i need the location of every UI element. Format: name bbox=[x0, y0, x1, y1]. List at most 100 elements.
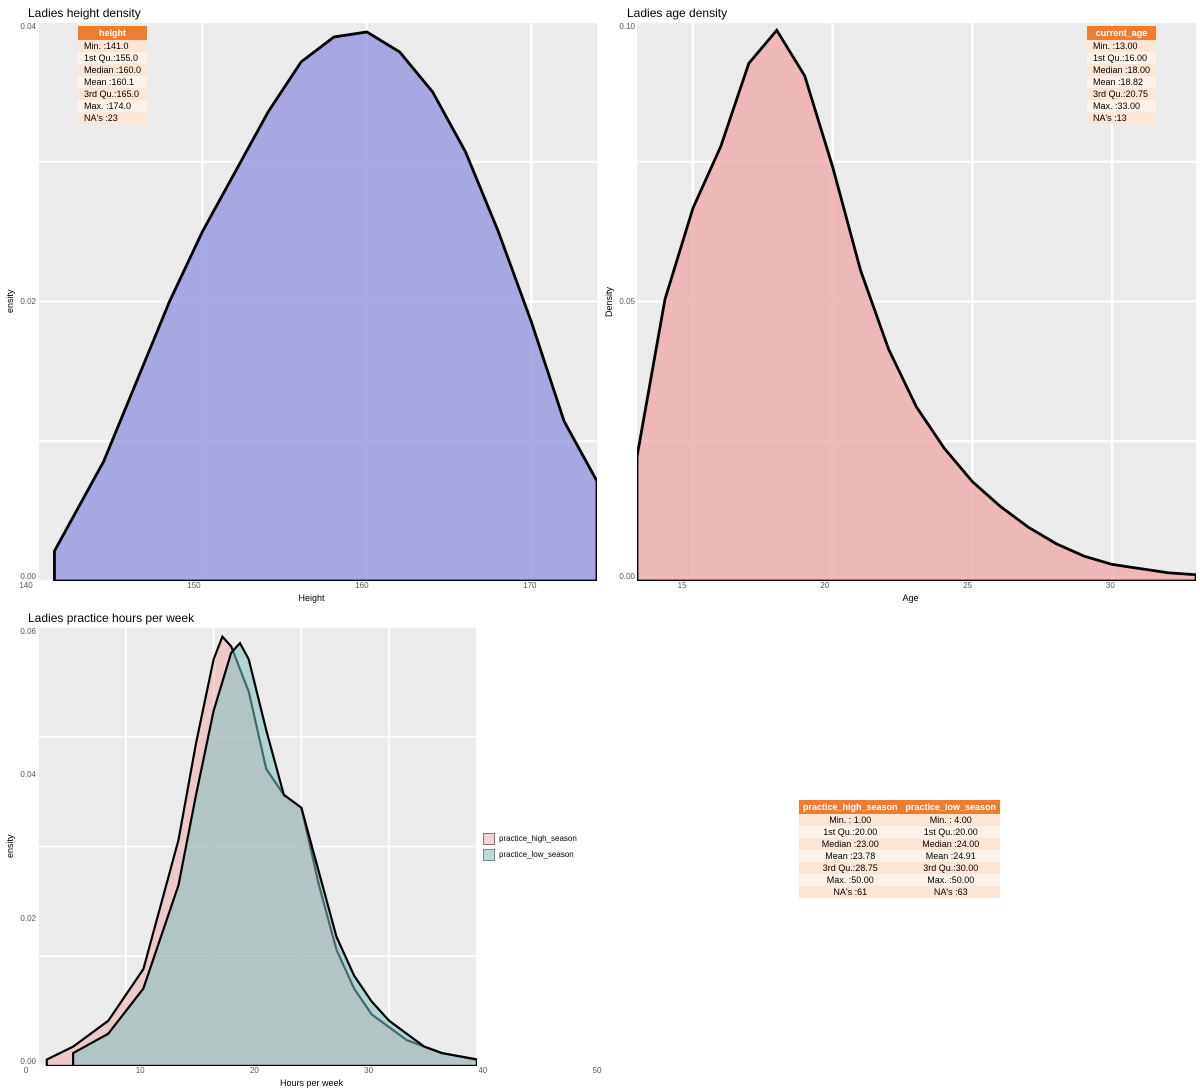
panel-age-yticks: 0.10 0.05 0.00 bbox=[615, 22, 637, 581]
stat-cell: Max. :174.0 bbox=[78, 100, 147, 112]
stat-cell: Median :160.0 bbox=[78, 64, 147, 76]
legend-label: practice_low_season bbox=[499, 850, 574, 859]
stat-row: Min. : 1.00Min. : 4.00 bbox=[799, 814, 1000, 826]
stat-cell: Median :24.00 bbox=[902, 838, 1001, 850]
panel-age-ylabel: Density bbox=[603, 22, 615, 581]
legend-swatch bbox=[483, 833, 495, 845]
stat-cell: Median :23.00 bbox=[799, 838, 902, 850]
xtick-label: 30 bbox=[1106, 581, 1115, 590]
stat-body-age: Min. :13.001st Qu.:16.00Median :18.00Mea… bbox=[1087, 40, 1156, 124]
stat-body-practice: Min. : 1.00Min. : 4.001st Qu.:20.001st Q… bbox=[799, 814, 1000, 898]
panel-practice-xlabel: Hours per week bbox=[26, 1076, 597, 1088]
stat-row: Max. :33.00 bbox=[1087, 100, 1156, 112]
panel-age: Ladies age density Density 0.100.050.00 … bbox=[603, 4, 1196, 603]
stat-row: 3rd Qu.:28.753rd Qu.:30.00 bbox=[799, 862, 1000, 874]
stat-cell: 3rd Qu.:28.75 bbox=[799, 862, 902, 874]
stat-row: Max. :174.0 bbox=[78, 100, 147, 112]
stat-row: NA's :61NA's :63 bbox=[799, 886, 1000, 898]
stat-row: Median :18.00 bbox=[1087, 64, 1156, 76]
stat-row: Max. :50.00Max. :50.00 bbox=[799, 874, 1000, 886]
panel-practice-stats: practice_high_seasonpractice_low_season … bbox=[603, 609, 1196, 1088]
xtick-label: 10 bbox=[136, 1066, 145, 1075]
xtick-label: 160 bbox=[355, 581, 368, 590]
stat-cell: 1st Qu.:155.0 bbox=[78, 52, 147, 64]
xtick-label: 170 bbox=[523, 581, 536, 590]
stat-cell: 1st Qu.:16.00 bbox=[1087, 52, 1156, 64]
panel-age-plot: current_age Min. :13.001st Qu.:16.00Medi… bbox=[637, 22, 1196, 581]
panel-age-title: Ladies age density bbox=[603, 4, 1196, 22]
stat-cell: Min. : 1.00 bbox=[799, 814, 902, 826]
xtick-label: 50 bbox=[593, 1066, 602, 1075]
ytick-label: 0.04 bbox=[20, 22, 36, 31]
stat-cell: Min. : 4.00 bbox=[902, 814, 1001, 826]
panel-height-ylabel: ensity bbox=[4, 22, 16, 581]
stat-row: 3rd Qu.:165.0 bbox=[78, 88, 147, 100]
stat-cell: Max. :50.00 bbox=[902, 874, 1001, 886]
stat-cell: NA's :61 bbox=[799, 886, 902, 898]
stat-cell: Median :18.00 bbox=[1087, 64, 1156, 76]
stat-cell: Mean :24.91 bbox=[902, 850, 1001, 862]
xtick-label: 15 bbox=[678, 581, 687, 590]
panel-age-xlabel: Age bbox=[625, 591, 1196, 603]
ytick-label: 0.00 bbox=[20, 1057, 36, 1066]
xtick-label: 40 bbox=[478, 1066, 487, 1075]
stat-cell: Min. :141.0 bbox=[78, 40, 147, 52]
stat-table-height: height Min. :141.01st Qu.:155.0Median :1… bbox=[78, 26, 147, 124]
ytick-label: 0.02 bbox=[20, 297, 36, 306]
panel-height-yticks: 0.04 0.02 0.00 bbox=[16, 22, 38, 581]
stat-row: Min. :13.00 bbox=[1087, 40, 1156, 52]
xtick-label: 25 bbox=[963, 581, 972, 590]
stat-cell: 1st Qu.:20.00 bbox=[902, 826, 1001, 838]
stat-cell: 3rd Qu.:30.00 bbox=[902, 862, 1001, 874]
stat-header-practice-row: practice_high_seasonpractice_low_season bbox=[799, 800, 1000, 814]
panel-practice-yticks: 0.06 0.04 0.02 0.00 bbox=[16, 627, 38, 1066]
stat-header-cell: practice_low_season bbox=[902, 800, 1001, 814]
stat-row: Mean :23.78Mean :24.91 bbox=[799, 850, 1000, 862]
xtick-label: 150 bbox=[187, 581, 200, 590]
legend-label: practice_high_season bbox=[499, 834, 577, 843]
stat-cell: Mean :160.1 bbox=[78, 76, 147, 88]
panel-practice-plot bbox=[38, 627, 477, 1066]
stat-row: 1st Qu.:20.001st Qu.:20.00 bbox=[799, 826, 1000, 838]
stat-cell: 1st Qu.:20.00 bbox=[799, 826, 902, 838]
stat-row: 1st Qu.:155.0 bbox=[78, 52, 147, 64]
panel-age-xticks: 15202530 bbox=[625, 581, 1196, 591]
stat-cell: 3rd Qu.:20.75 bbox=[1087, 88, 1156, 100]
stat-row: Median :160.0 bbox=[78, 64, 147, 76]
stat-table-practice: practice_high_seasonpractice_low_season … bbox=[799, 800, 1000, 898]
panel-height-xlabel: Height bbox=[26, 591, 597, 603]
panel-practice-svg bbox=[38, 627, 477, 1066]
stat-row: NA's :23 bbox=[78, 112, 147, 124]
stat-table-age: current_age Min. :13.001st Qu.:16.00Medi… bbox=[1087, 26, 1156, 124]
stat-row: 1st Qu.:16.00 bbox=[1087, 52, 1156, 64]
panel-height-plot: height Min. :141.01st Qu.:155.0Median :1… bbox=[38, 22, 597, 581]
ytick-label: 0.00 bbox=[20, 572, 36, 581]
stat-row: Mean :160.1 bbox=[78, 76, 147, 88]
panel-height: Ladies height density ensity 0.040.020.0… bbox=[4, 4, 597, 603]
stat-cell: Mean :18.82 bbox=[1087, 76, 1156, 88]
stat-cell: Max. :33.00 bbox=[1087, 100, 1156, 112]
xtick-label: 0 bbox=[24, 1066, 28, 1075]
ytick-label: 0.00 bbox=[619, 572, 635, 581]
stat-row: 3rd Qu.:20.75 bbox=[1087, 88, 1156, 100]
panel-height-title: Ladies height density bbox=[4, 4, 597, 22]
ytick-label: 0.02 bbox=[20, 914, 36, 923]
legend-item: practice_high_season bbox=[483, 833, 597, 845]
ytick-label: 0.04 bbox=[20, 770, 36, 779]
stat-cell: Min. :13.00 bbox=[1087, 40, 1156, 52]
stat-header-age: current_age bbox=[1087, 26, 1156, 40]
stat-header-height: height bbox=[78, 26, 147, 40]
stat-row: Min. :141.0 bbox=[78, 40, 147, 52]
stat-cell: NA's :23 bbox=[78, 112, 147, 124]
panel-practice-ylabel: ensity bbox=[4, 627, 16, 1066]
ytick-label: 0.10 bbox=[619, 22, 635, 31]
panel-practice: Ladies practice hours per week ensity 0.… bbox=[4, 609, 597, 1088]
panel-practice-legend: practice_high_season practice_low_season bbox=[477, 627, 597, 1066]
ytick-label: 0.06 bbox=[20, 627, 36, 636]
panel-practice-xticks: 01020304050 bbox=[26, 1066, 597, 1076]
ytick-label: 0.05 bbox=[619, 297, 635, 306]
stat-row: Median :23.00Median :24.00 bbox=[799, 838, 1000, 850]
legend-item: practice_low_season bbox=[483, 849, 597, 861]
xtick-label: 140 bbox=[19, 581, 32, 590]
stat-cell: NA's :13 bbox=[1087, 112, 1156, 124]
